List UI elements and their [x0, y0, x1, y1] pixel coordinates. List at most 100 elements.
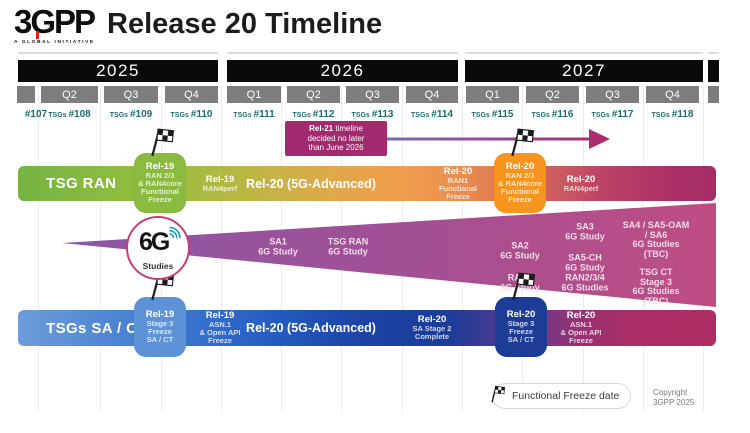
milestone-subline: Freeze: [509, 327, 533, 336]
study-label-tsg-ct: TSG CT Stage 3 6G Studies (TBC): [632, 267, 680, 306]
milestone-title: Rel-20: [566, 173, 596, 185]
milestone-title: Rel-19: [145, 161, 175, 172]
milestone-rel-19: Rel-19 RAN4perf: [203, 166, 238, 201]
milestone-subline: RAN 2/3: [505, 171, 535, 180]
quarter-box: Q4: [165, 86, 218, 103]
year-bar: 2025: [18, 60, 218, 82]
quarter-gridline: [100, 86, 101, 412]
milestone-subline: Complete: [414, 332, 450, 341]
quarter-box: [708, 86, 719, 103]
milestone-subline: & Open API: [199, 328, 241, 337]
tsg-meeting-label: TSGs #117: [591, 109, 634, 120]
milestone-rel-20-5g-advanced-: Rel-20 (5G-Advanced): [246, 166, 376, 201]
3gpp-logo-tagline: A GLOBAL INITIATIVE: [14, 40, 95, 45]
study-label-sa4-sa5-oam: SA4 / SA5-OAM / SA6 6G Studies (TBC): [622, 220, 690, 259]
quarter-box: Q2: [287, 86, 340, 103]
study-line: / SA6: [644, 229, 668, 240]
6g-badge-text: 6G: [139, 228, 170, 256]
milestone-subline: Freeze: [148, 195, 172, 204]
study-line: (TBC): [643, 248, 669, 259]
study-line: (TBC): [643, 295, 669, 306]
milestone-subline: SA / CT: [146, 335, 174, 344]
page-title: Release 20 Timeline: [107, 8, 383, 40]
3gpp-logo-accent: [36, 31, 39, 39]
3gpp-logo: 3GPP A GLOBAL INITIATIVE: [14, 3, 96, 46]
study-line: Stage 3: [639, 276, 673, 287]
study-label-tsg-ran: TSG RAN 6G Study: [327, 236, 369, 257]
milestone-subline: & RAN4core: [138, 179, 182, 188]
study-line: 6G Study: [258, 246, 298, 256]
quarter-box: Q3: [346, 86, 399, 103]
study-line: 6G Study: [500, 282, 540, 292]
milestone-subline: ASN.1: [208, 320, 232, 329]
rel21-note-bold: Rel-21: [309, 124, 334, 134]
milestone-title: Rel-20: [417, 314, 447, 325]
header-separator-line: [465, 52, 703, 54]
tsg-ran-milestones: Rel-19 RAN 2/3 & RAN4core Functional Freeze R…: [0, 128, 750, 213]
tsgs-sa-ct-label: TSGs SA / CT: [46, 319, 147, 337]
milestone-subline: Functional: [141, 187, 179, 196]
tsg-meeting-label: TSGs #115: [471, 109, 514, 120]
milestone-subline: Stage 3: [507, 319, 535, 328]
6g-studies-badge: 6G Studies: [126, 216, 190, 280]
milestone-subline: Functional: [439, 183, 477, 193]
milestone-subline: RAN 2/3: [145, 171, 175, 180]
study-line: SA3: [576, 221, 594, 232]
milestone-rel-20: Rel-20 SA Stage 2 Complete: [413, 310, 452, 346]
checkered-flag-icon: [512, 272, 536, 301]
checkered-flag-icon: [511, 128, 535, 157]
tsg-meeting-label: TSGs #112: [292, 109, 335, 120]
rel21-note-line3: than June 2026: [308, 143, 364, 153]
study-line: SA5-CH: [568, 252, 602, 263]
tsg-meeting-label: TSGs #113: [351, 109, 394, 120]
3gpp-logo-text: 3GPP: [14, 3, 96, 40]
tsg-meeting-label: TSGs #118: [651, 109, 694, 120]
checkered-flag-icon: [491, 385, 506, 408]
study-line: TSG RAN: [327, 236, 369, 247]
study-line: 6G Studies: [632, 239, 680, 249]
study-label-sa5-ch: SA5-CH 6G Study: [565, 252, 605, 273]
checkered-flag-icon: [151, 128, 175, 157]
tsg-meeting-label: TSGs #116: [531, 109, 574, 120]
tsg-meeting-label: TSGs #111: [233, 109, 275, 120]
milestone-subline: RAN4perf: [563, 183, 599, 193]
milestone-rel-20-5g-advanced-: Rel-20 (5G-Advanced): [246, 310, 376, 346]
rel21-note: Rel-21 timeline decided no later than Ju…: [285, 121, 387, 156]
quarter-box: Q1: [227, 86, 281, 103]
tsg-meeting-label: TSGs #110: [170, 109, 213, 120]
milestone-subline: Freeze: [446, 191, 470, 201]
rel21-note-after-bold: timeline: [333, 124, 363, 134]
milestone-subline: RAN1: [447, 175, 469, 185]
quarter-box: Q4: [406, 86, 458, 103]
study-label-sa2: SA2 6G Study: [500, 241, 540, 261]
header-separator-line: [227, 52, 458, 54]
milestone-rel-20: Rel-20 RAN1 Functional Freeze: [439, 166, 477, 201]
milestone-rel-19: Rel-19 Stage 3 Freeze SA / CT: [134, 272, 186, 357]
milestone-title: Rel-19: [145, 309, 175, 320]
milestone-title: Rel-20: [506, 309, 536, 320]
milestone-rel-20: Rel-20 RAN4perf: [564, 166, 599, 201]
milestone-title: Rel-20: [505, 161, 535, 172]
quarter-box: Q4: [646, 86, 699, 103]
tsg-meeting-label: TSGs #114: [411, 109, 453, 120]
milestone-subline: SA Stage 2: [412, 324, 452, 333]
quarter-box: Q2: [526, 86, 579, 103]
milestone-rel-19: Rel-19 RAN 2/3 & RAN4core Functional Freeze: [134, 128, 186, 213]
milestone-subline: Freeze: [508, 195, 532, 204]
milestone-title: Rel-20: [443, 165, 473, 177]
milestone-subline: & Open API: [560, 328, 602, 337]
study-label-ran2-3-4: RAN2/3/4 6G Studies: [561, 272, 608, 293]
milestone-subline: Freeze: [148, 327, 172, 336]
year-bar: [708, 60, 719, 82]
milestone-rel-20: Rel-20 RAN 2/3 & RAN4core Functional Freeze: [494, 128, 546, 213]
milestone-subline: Stage 3: [146, 319, 174, 328]
study-line: 6G Studies: [632, 286, 680, 296]
study-line: RAN2/3/4: [565, 272, 605, 283]
milestone-rel-20: Rel-20 ASN.1 & Open API Freeze: [561, 310, 602, 346]
legend-functional-freeze: Functional Freeze date: [491, 383, 632, 409]
study-line: SA4 / SA5-OAM: [622, 220, 690, 230]
copyright-line2: 3GPP 2025: [653, 397, 695, 407]
